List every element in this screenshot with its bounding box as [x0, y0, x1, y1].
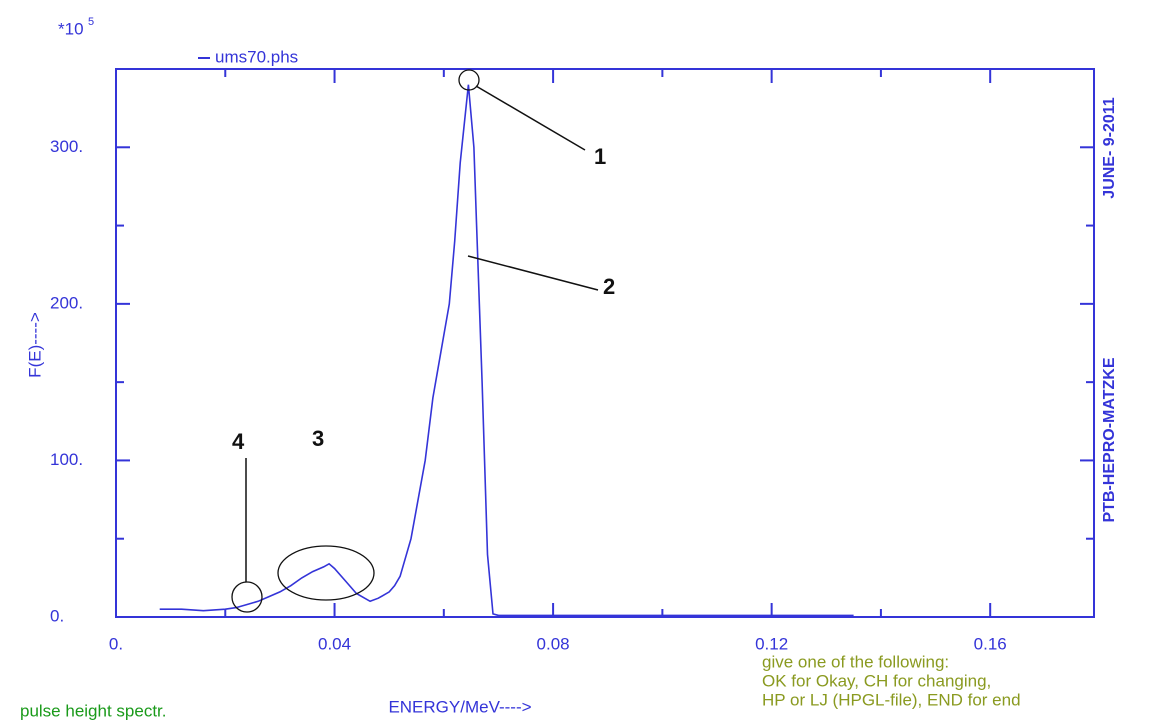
prompt-line: give one of the following: [762, 652, 949, 671]
y-multiplier-exponent: 5 [88, 16, 94, 28]
annotation-label: 3 [312, 426, 324, 451]
annotation-label: 1 [594, 144, 606, 169]
side-label: PTB-HEPRO-MATZKE [1101, 357, 1118, 522]
x-tick-label: 0.08 [537, 634, 570, 653]
y-tick-label: 300. [50, 137, 83, 156]
x-tick-label: 0.12 [755, 634, 788, 653]
prompt-line: HP or LJ (HPGL-file), END for end [762, 690, 1021, 709]
x-tick-label: 0.16 [974, 634, 1007, 653]
footer-label: pulse height spectr. [20, 701, 166, 720]
annotation-leader [476, 86, 585, 150]
side-label: JUNE- 9-2011 [1101, 97, 1118, 198]
y-tick-label: 0. [50, 606, 64, 625]
x-tick-label: 0. [109, 634, 123, 653]
annotation-circle [232, 582, 262, 612]
annotation-leader [468, 256, 598, 290]
annotation-label: 4 [232, 429, 245, 454]
chart: *10 5 F(E)----> ENERGY/MeV----> PTB-HEPR… [0, 0, 1153, 726]
x-tick-label: 0.04 [318, 634, 351, 653]
y-axis-label: F(E)----> [25, 312, 44, 378]
x-axis-label: ENERGY/MeV----> [388, 697, 531, 716]
y-tick-label: 200. [50, 293, 83, 312]
legend-label: ums70.phs [215, 47, 298, 66]
y-multiplier: *10 [58, 19, 84, 38]
annotation-label: 2 [603, 274, 615, 299]
y-tick-label: 100. [50, 450, 83, 469]
spectrum-line [160, 85, 854, 616]
annotation-circle [278, 546, 374, 600]
prompt-line: OK for Okay, CH for changing, [762, 671, 991, 690]
